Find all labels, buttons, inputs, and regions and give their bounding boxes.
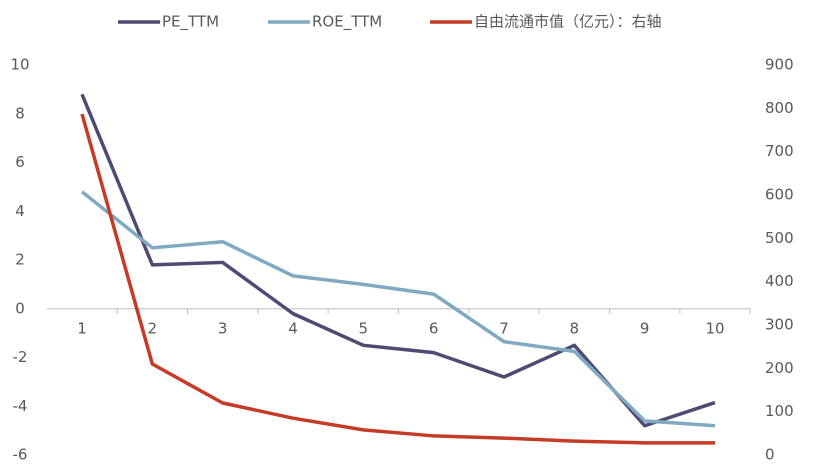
x-tick-label: 7 <box>499 319 509 337</box>
y-tick-label: 10 <box>10 56 29 74</box>
y2-tick-label: 200 <box>765 359 794 377</box>
y2-tick-label: 600 <box>765 186 794 204</box>
y-tick-label: -4 <box>13 397 28 415</box>
x-tick-label: 2 <box>148 319 158 337</box>
y2-tick-label: 700 <box>765 142 794 160</box>
y2-tick-label: 0 <box>765 446 775 464</box>
y-tick-label: -2 <box>13 348 28 366</box>
x-tick-label: 3 <box>218 319 228 337</box>
y-tick-label: -6 <box>13 446 28 464</box>
series-line <box>80 113 715 445</box>
y2-tick-label: 900 <box>765 56 794 74</box>
y-tick-label: 6 <box>15 153 25 171</box>
x-tick-label: 10 <box>705 319 724 337</box>
series-line <box>80 190 716 428</box>
y-tick-label: 4 <box>15 202 25 220</box>
y2-tick-label: 100 <box>765 402 794 420</box>
y2-tick-label: 500 <box>765 229 794 247</box>
y2-tick-label: 800 <box>765 99 794 117</box>
x-tick-label: 4 <box>288 319 298 337</box>
x-tick-label: 5 <box>359 319 369 337</box>
x-tick-label: 9 <box>640 319 650 337</box>
y-tick-label: 0 <box>15 299 25 317</box>
legend-label: PE_TTM <box>162 13 219 32</box>
y2-tick-label: 300 <box>765 316 794 334</box>
y-tick-label: 8 <box>15 104 25 122</box>
x-tick-label: 8 <box>570 319 580 337</box>
x-tick-label: 6 <box>429 319 439 337</box>
y-tick-label: 2 <box>15 251 25 269</box>
legend-label: ROE_TTM <box>312 13 382 32</box>
y2-tick-label: 400 <box>765 272 794 290</box>
legend-label: 自由流通市值（亿元）：右轴 <box>474 13 662 31</box>
x-tick-label: 1 <box>77 319 87 337</box>
